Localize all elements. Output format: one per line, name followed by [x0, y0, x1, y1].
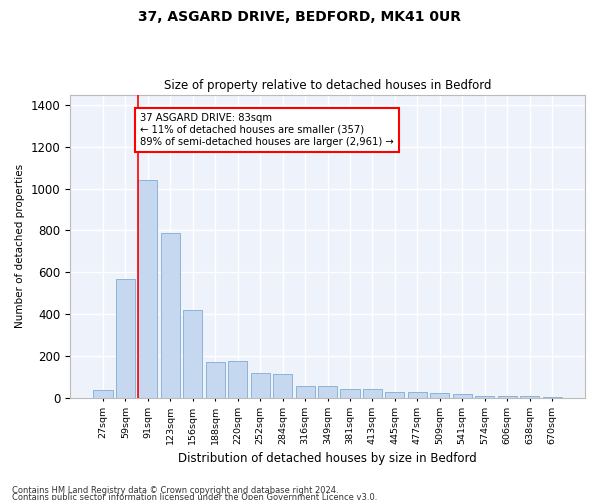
Bar [385, 392, 404, 398]
Bar [430, 394, 449, 398]
Bar [318, 386, 337, 398]
Bar [183, 310, 202, 398]
Bar [273, 374, 292, 398]
Bar [139, 180, 157, 398]
Bar [497, 396, 517, 398]
Bar [251, 372, 269, 398]
Bar [363, 390, 382, 398]
Bar [94, 390, 113, 398]
Bar [296, 386, 314, 398]
Bar [228, 361, 247, 398]
Bar [520, 396, 539, 398]
Y-axis label: Number of detached properties: Number of detached properties [15, 164, 25, 328]
Bar [116, 278, 135, 398]
Text: 37 ASGARD DRIVE: 83sqm
← 11% of detached houses are smaller (357)
89% of semi-de: 37 ASGARD DRIVE: 83sqm ← 11% of detached… [140, 114, 394, 146]
Text: Contains public sector information licensed under the Open Government Licence v3: Contains public sector information licen… [12, 494, 377, 500]
Bar [206, 362, 225, 398]
Text: 37, ASGARD DRIVE, BEDFORD, MK41 0UR: 37, ASGARD DRIVE, BEDFORD, MK41 0UR [139, 10, 461, 24]
X-axis label: Distribution of detached houses by size in Bedford: Distribution of detached houses by size … [178, 452, 477, 465]
Bar [542, 396, 562, 398]
Bar [408, 392, 427, 398]
Title: Size of property relative to detached houses in Bedford: Size of property relative to detached ho… [164, 79, 491, 92]
Bar [452, 394, 472, 398]
Bar [161, 232, 180, 398]
Text: Contains HM Land Registry data © Crown copyright and database right 2024.: Contains HM Land Registry data © Crown c… [12, 486, 338, 495]
Bar [475, 396, 494, 398]
Bar [340, 390, 359, 398]
